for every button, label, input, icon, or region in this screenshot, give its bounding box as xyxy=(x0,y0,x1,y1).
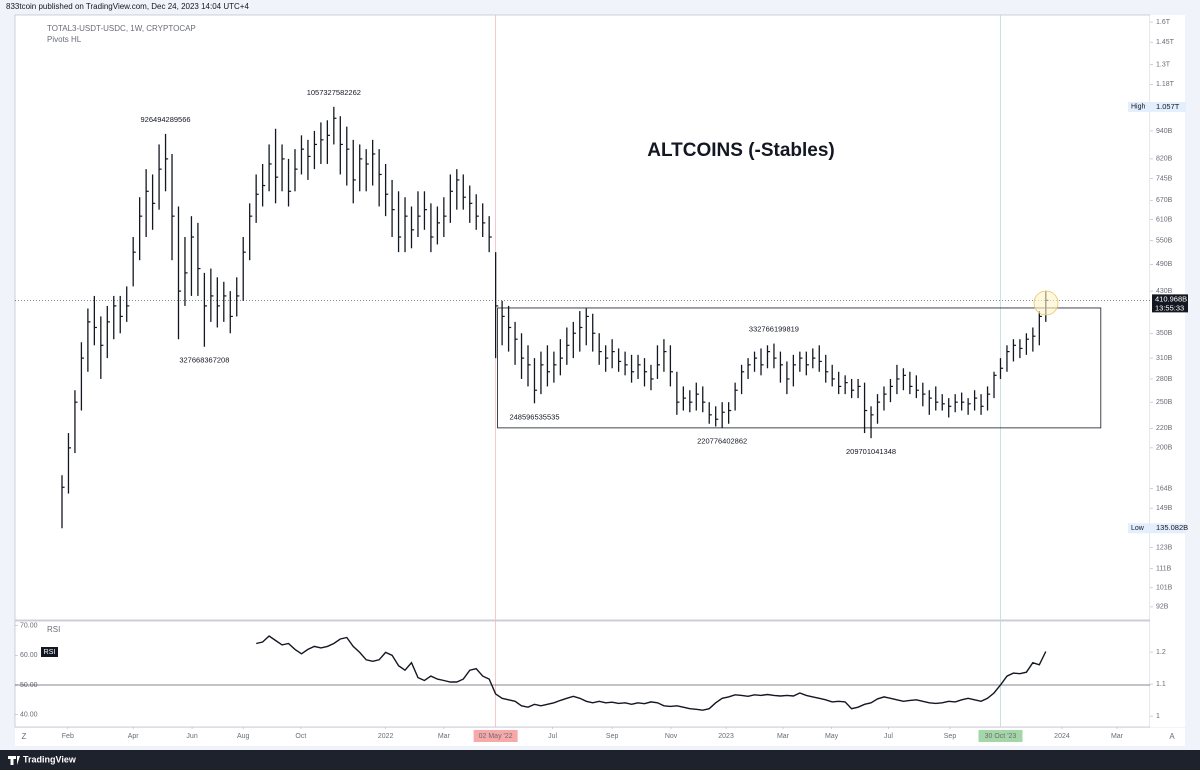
highlight-circle xyxy=(1033,290,1059,316)
pivot-label: 926494289566 xyxy=(141,115,191,124)
x-tick-label: Jul xyxy=(548,733,557,740)
marker-name: High xyxy=(1131,104,1146,111)
price-axis xyxy=(1150,15,1185,727)
y-tick-label: 610B xyxy=(1156,216,1173,223)
pivot-label: 209701041348 xyxy=(846,447,896,456)
y-tick-label: 123B xyxy=(1156,544,1173,551)
y-tick-label: 1.6T xyxy=(1156,19,1171,26)
chart-title: ALTCOINS (-Stables) xyxy=(647,140,835,161)
rsi-tag xyxy=(41,647,58,657)
x-tick-label: Apr xyxy=(128,733,140,740)
pivot-label: 220776402862 xyxy=(697,437,747,446)
price-tag-label: 410.968B xyxy=(1155,294,1187,303)
x-tick-label: Mar xyxy=(438,733,451,740)
x-tick-label: Jun xyxy=(186,733,197,740)
y-tick-label: 111B xyxy=(1156,565,1172,572)
x-tick-label: 02 May '22 xyxy=(479,733,513,740)
x-tick-label: 2022 xyxy=(378,733,394,740)
marker-label: 1.057T xyxy=(1156,102,1180,111)
rsi-tag-text: RSI xyxy=(44,649,56,656)
x-tick-label: Sep xyxy=(944,733,957,740)
rsi-y2-tick-label: 1.2 xyxy=(1156,649,1166,656)
pivot-label: 327668367208 xyxy=(179,356,229,365)
rsi-tick-label: 70.00 xyxy=(20,623,38,630)
header-text: 833tcoin published on TradingView.com, D… xyxy=(6,2,249,11)
y-tick-label: 1.45T xyxy=(1156,39,1175,46)
rsi-tick-label: 60.00 xyxy=(20,652,38,659)
indicator: Pivots HL xyxy=(47,35,82,44)
symbol: TOTAL3-USDT-USDC, 1W, CRYPTOCAP xyxy=(47,24,196,33)
marker-box xyxy=(1128,101,1186,112)
x-tick-label: May xyxy=(825,733,839,740)
y-tick-label: 280B xyxy=(1156,376,1173,383)
y-tick-label: 1.18T xyxy=(1156,81,1175,88)
zoom-button[interactable] xyxy=(18,731,30,743)
x-tick-label: Mar xyxy=(1111,733,1124,740)
price-pane xyxy=(14,14,1151,621)
marker-name: Low xyxy=(1131,525,1145,532)
y-tick-label: 430B xyxy=(1156,288,1173,295)
rsi-line xyxy=(256,635,1047,711)
y-tick-label: 310B xyxy=(1156,355,1173,362)
zoom-button-label[interactable]: Z xyxy=(22,732,27,741)
x-tick-label: 2024 xyxy=(1054,733,1070,740)
y-tick-label: 220B xyxy=(1156,425,1173,432)
pivot-label: 1057327582262 xyxy=(307,88,361,97)
rsi-tick-label: 50.00 xyxy=(20,682,38,689)
footer-brand: TradingView xyxy=(23,754,77,764)
y-tick-label: 820B xyxy=(1156,156,1173,163)
y-tick-label: 92B xyxy=(1156,604,1169,611)
y-tick-label: 200B xyxy=(1156,445,1173,452)
y-tick-label: 670B xyxy=(1156,197,1173,204)
marker-label: 135.082B xyxy=(1156,523,1188,532)
x-tick-label: 2023 xyxy=(718,733,734,740)
y-tick-label: 940B xyxy=(1156,128,1173,135)
y-tick-label: 1.3T xyxy=(1156,61,1171,68)
x-tick-label: Oct xyxy=(295,733,306,740)
rsi-y2-tick-label: 1.1 xyxy=(1156,681,1166,688)
x-tick-label: Nov xyxy=(665,733,678,740)
pivot-label: 248596535535 xyxy=(509,412,559,421)
y-tick-label: 164B xyxy=(1156,485,1173,492)
x-tick-label: Aug xyxy=(237,733,250,740)
range-box xyxy=(497,307,1102,429)
footer-logo xyxy=(8,756,20,765)
x-tick-label: Mar xyxy=(777,733,790,740)
y-tick-label: 745B xyxy=(1156,175,1173,182)
rsi-y2-tick-label: 1 xyxy=(1156,713,1160,720)
x-tick-label: Jul xyxy=(884,733,893,740)
rsi-tick-label: 40.00 xyxy=(20,712,38,719)
rsi-pane xyxy=(14,620,1151,728)
x-tick-label: 30 Oct '23 xyxy=(985,733,1017,740)
y-tick-label: 149B xyxy=(1156,505,1173,512)
footer-bar xyxy=(0,750,1200,770)
x-tick-label: Feb xyxy=(62,733,74,740)
date-marker-tag xyxy=(473,730,518,742)
pivot-label: 332766199819 xyxy=(749,325,799,334)
rsi-name: RSI xyxy=(47,625,60,634)
y-tick-label: 490B xyxy=(1156,261,1173,268)
y-tick-label: 550B xyxy=(1156,238,1173,245)
x-tick-label: Sep xyxy=(606,733,619,740)
price-tag xyxy=(1152,294,1188,313)
y-tick-label: 350B xyxy=(1156,330,1173,337)
y-tick-label: 101B xyxy=(1156,585,1173,592)
marker-box xyxy=(1128,523,1186,534)
date-marker-tag xyxy=(978,730,1023,742)
auto-button-label[interactable]: A xyxy=(1169,732,1175,741)
y-tick-label: 250B xyxy=(1156,399,1173,406)
price-countdown: 13:55:33 xyxy=(1155,303,1184,312)
time-axis xyxy=(15,728,1185,746)
